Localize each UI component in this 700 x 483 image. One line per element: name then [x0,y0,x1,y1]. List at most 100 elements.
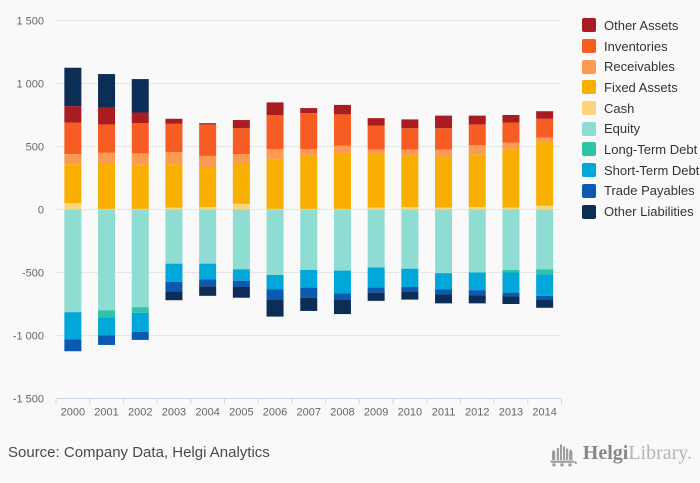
bar-segment-long-term-debt-2014[interactable] [536,269,554,275]
bar-segment-short-term-debt-2006[interactable] [266,275,284,290]
bar-segment-other-liabilities-2009[interactable] [367,292,385,301]
bar-segment-other-liabilities-2011[interactable] [435,294,453,304]
bar-segment-fixed-assets-2009[interactable] [367,154,385,208]
bar-segment-equity-2006[interactable] [266,209,284,276]
bar-segment-short-term-debt-2011[interactable] [435,273,453,290]
bar-segment-fixed-assets-2007[interactable] [300,155,318,209]
bar-segment-short-term-debt-2005[interactable] [232,269,250,281]
bar-segment-fixed-assets-2014[interactable] [536,142,554,206]
bar-segment-trade-payables-2012[interactable] [468,290,486,296]
bar-segment-short-term-debt-2007[interactable] [300,269,318,288]
legend-item-trade-payables[interactable]: Trade Payables [582,181,699,202]
bar-segment-short-term-debt-2008[interactable] [333,270,351,294]
bar-segment-trade-payables-2006[interactable] [266,289,284,300]
bar-segment-receivables-2006[interactable] [266,149,284,160]
bar-segment-trade-payables-2013[interactable] [502,292,520,297]
bar-segment-equity-2002[interactable] [131,209,149,308]
bar-segment-equity-2007[interactable] [300,209,318,270]
bar-segment-receivables-2014[interactable] [536,137,554,143]
bar-segment-cash-2000[interactable] [64,203,82,210]
bar-segment-trade-payables-2010[interactable] [401,286,419,293]
bar-segment-trade-payables-2000[interactable] [64,339,82,352]
bar-segment-equity-2010[interactable] [401,209,419,269]
legend-item-equity[interactable]: Equity [582,118,699,139]
bar-segment-long-term-debt-2002[interactable] [131,307,149,313]
helgi-library-logo[interactable]: Helgi Library. [550,438,692,468]
bar-segment-other-assets-2011[interactable] [435,115,453,129]
bar-segment-fixed-assets-2013[interactable] [502,149,520,208]
bar-segment-cash-2007[interactable] [300,208,318,210]
bar-segment-fixed-assets-2012[interactable] [468,154,486,207]
bar-segment-receivables-2005[interactable] [232,154,250,164]
bar-segment-receivables-2010[interactable] [401,149,419,156]
bar-segment-trade-payables-2011[interactable] [435,289,453,295]
bar-segment-receivables-2004[interactable] [199,155,217,168]
bar-segment-other-assets-2004[interactable] [199,123,217,125]
bar-segment-receivables-2008[interactable] [333,145,351,154]
bar-segment-short-term-debt-2002[interactable] [131,312,149,332]
bar-segment-fixed-assets-2002[interactable] [131,164,149,209]
bar-segment-other-liabilities-2008[interactable] [333,299,351,315]
bar-segment-equity-2005[interactable] [232,209,250,270]
bar-segment-inventories-2001[interactable] [98,124,116,153]
bar-segment-other-assets-2005[interactable] [232,120,250,129]
legend-item-fixed-assets[interactable]: Fixed Assets [582,77,699,98]
bar-segment-equity-2012[interactable] [468,209,486,273]
bar-segment-other-liabilities-2000[interactable] [64,67,82,107]
legend-item-short-term-debt[interactable]: Short-Term Debt [582,160,699,181]
bar-segment-inventories-2005[interactable] [232,128,250,155]
bar-segment-trade-payables-2009[interactable] [367,287,385,293]
bar-segment-cash-2002[interactable] [131,208,149,210]
bar-segment-other-assets-2010[interactable] [401,119,419,129]
bar-segment-cash-2012[interactable] [468,206,486,210]
bar-segment-other-liabilities-2012[interactable] [468,295,486,304]
bar-segment-equity-2003[interactable] [165,209,183,264]
bar-segment-fixed-assets-2005[interactable] [232,163,250,204]
bar-segment-other-assets-2000[interactable] [64,106,82,123]
bar-segment-short-term-debt-2014[interactable] [536,274,554,296]
bar-segment-equity-2013[interactable] [502,209,520,270]
bar-segment-inventories-2002[interactable] [131,123,149,154]
bar-segment-inventories-2010[interactable] [401,128,419,150]
bar-segment-equity-2008[interactable] [333,209,351,271]
bar-segment-other-liabilities-2010[interactable] [401,292,419,300]
bar-segment-cash-2010[interactable] [401,206,419,210]
bar-segment-trade-payables-2007[interactable] [300,287,318,298]
bar-segment-receivables-2012[interactable] [468,145,486,155]
bar-segment-short-term-debt-2013[interactable] [502,272,520,293]
legend-item-other-liabilities[interactable]: Other Liabilities [582,201,699,222]
bar-segment-other-assets-2008[interactable] [333,104,351,115]
bar-segment-other-assets-2014[interactable] [536,111,554,119]
bar-segment-equity-2009[interactable] [367,209,385,268]
bar-segment-other-liabilities-2013[interactable] [502,296,520,304]
bar-segment-other-assets-2002[interactable] [131,112,149,124]
bar-segment-cash-2008[interactable] [333,208,351,210]
bar-segment-other-assets-2001[interactable] [98,107,116,125]
bar-segment-short-term-debt-2003[interactable] [165,263,183,282]
legend-item-other-assets[interactable]: Other Assets [582,15,699,36]
legend-item-cash[interactable]: Cash [582,98,699,119]
bar-segment-cash-2001[interactable] [98,208,116,210]
bar-segment-cash-2009[interactable] [367,207,385,210]
bar-segment-other-liabilities-2001[interactable] [98,74,116,108]
bar-segment-inventories-2009[interactable] [367,125,385,150]
bar-segment-fixed-assets-2001[interactable] [98,163,116,209]
bar-segment-short-term-debt-2012[interactable] [468,272,486,291]
bar-segment-fixed-assets-2004[interactable] [199,167,217,207]
bar-segment-receivables-2000[interactable] [64,154,82,165]
bar-segment-fixed-assets-2006[interactable] [266,159,284,209]
bar-segment-inventories-2003[interactable] [165,123,183,153]
bar-segment-other-liabilities-2007[interactable] [300,297,318,311]
bar-segment-other-assets-2012[interactable] [468,115,486,125]
legend-item-inventories[interactable]: Inventories [582,36,699,57]
bar-segment-cash-2004[interactable] [199,206,217,210]
bar-segment-short-term-debt-2001[interactable] [98,317,116,336]
bar-segment-trade-payables-2008[interactable] [333,293,351,300]
legend-item-long-term-debt[interactable]: Long-Term Debt [582,139,699,160]
bar-segment-fixed-assets-2011[interactable] [435,156,453,208]
bar-segment-short-term-debt-2010[interactable] [401,268,419,287]
bar-segment-receivables-2003[interactable] [165,152,183,165]
bar-segment-inventories-2008[interactable] [333,114,351,146]
bar-segment-receivables-2002[interactable] [131,153,149,165]
bar-segment-other-liabilities-2014[interactable] [536,299,554,308]
